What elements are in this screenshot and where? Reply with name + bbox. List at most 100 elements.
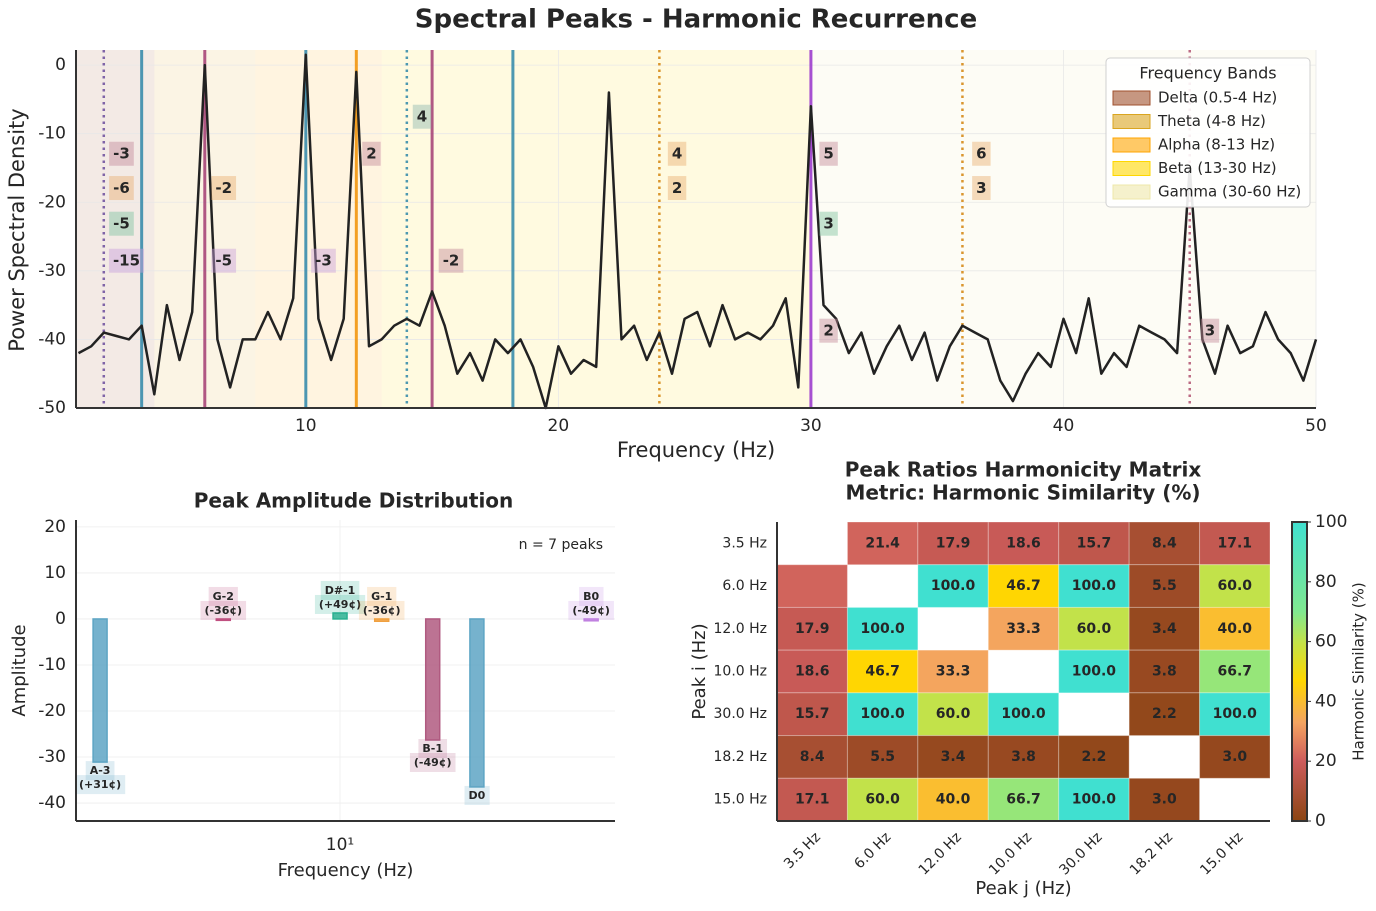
colorbar-tick-label: 100 (1315, 512, 1347, 532)
cents-annotation: -3 (113, 145, 130, 163)
cents-annotation: 6 (976, 145, 986, 163)
y-tick-label: 0 (55, 55, 66, 75)
cell-label: 5.5 (870, 749, 895, 765)
cell-label: 40.0 (936, 792, 971, 808)
x-tick-label: 10 (295, 416, 317, 436)
y-tick-label: 12.0 Hz (714, 621, 768, 637)
heatmap-cell (846, 777, 919, 822)
cell-label: 21.4 (865, 535, 900, 551)
heatmap-cell (1128, 521, 1201, 566)
subplot-title: Peak Amplitude Distribution (194, 489, 514, 513)
cell-label: 100.0 (931, 578, 976, 594)
note-label: (+49¢) (319, 598, 361, 611)
cell-label: 17.1 (1218, 535, 1253, 551)
note-label: B0 (583, 590, 599, 603)
cents-annotation-box (109, 141, 134, 166)
note-label: (-36¢) (204, 604, 242, 617)
cell-label: 60.0 (1218, 578, 1253, 594)
cell-label: 8.4 (1152, 535, 1177, 551)
cents-annotation-box (211, 248, 237, 273)
heatmap-cell (776, 692, 848, 737)
y-tick-label: -10 (38, 124, 66, 144)
x-tick-label: 30.0 Hz (1056, 829, 1105, 878)
cell-label: 33.3 (936, 664, 971, 680)
legend-swatch (1112, 161, 1151, 176)
colorbar-tick-label: 20 (1315, 751, 1337, 771)
colorbar-tick-label: 40 (1315, 691, 1337, 711)
heatmap-cell (846, 735, 919, 779)
x-axis-label: Peak j (Hz) (975, 878, 1071, 899)
y-tick-label: 15.0 Hz (714, 792, 768, 808)
cell-label: 60.0 (865, 792, 900, 808)
colorbar-tick-label: 80 (1315, 572, 1337, 592)
cents-annotation-box (438, 248, 464, 273)
cents-annotation: 3 (1205, 322, 1215, 340)
colorbar (1291, 521, 1308, 822)
cents-annotation-box (1200, 318, 1220, 343)
cents-annotation: 4 (672, 145, 682, 163)
cents-annotation: 3 (823, 215, 833, 233)
heatmap-cell (1058, 777, 1130, 822)
cell-label: 66.7 (1006, 792, 1041, 808)
legend-label: Delta (0.5-4 Hz) (1158, 89, 1277, 107)
heatmap-cell (987, 564, 1060, 608)
y-axis-label: Peak i (Hz) (689, 623, 710, 719)
legend-box (1105, 57, 1311, 208)
heatmap-cell (846, 521, 919, 566)
cell-label: 3.4 (941, 749, 966, 765)
heatmap-cell (917, 564, 989, 608)
note-label-box (85, 761, 115, 781)
cents-annotation: -5 (215, 252, 232, 270)
cell-label: 100.0 (1213, 706, 1258, 722)
cell-label: 100.0 (1001, 706, 1046, 722)
x-tick-label: 18.2 Hz (1127, 829, 1176, 878)
heatmap-cell (917, 692, 989, 737)
note-label-box (409, 752, 456, 772)
cents-annotation-box (819, 318, 838, 343)
bar (469, 618, 485, 788)
cents-annotation-box (108, 248, 145, 273)
cents-annotation: -2 (215, 179, 232, 197)
bar (215, 618, 232, 622)
heatmap-cell (987, 521, 1060, 566)
legend-label: Alpha (8-13 Hz) (1158, 136, 1275, 154)
heatmap-cell (987, 735, 1060, 779)
bar (373, 618, 390, 623)
y-tick-label: -40 (38, 793, 66, 813)
y-tick-label: -20 (38, 701, 66, 721)
x-tick-label: 50 (1305, 416, 1327, 436)
cell-label: 3.4 (1152, 621, 1177, 637)
cell-label: 17.9 (936, 535, 971, 551)
y-tick-label: -30 (38, 747, 66, 767)
cents-annotation: 2 (366, 145, 376, 163)
subplot-title: Metric: Harmonic Similarity (%) (845, 481, 1200, 505)
heatmap-cell (1058, 521, 1130, 566)
note-label: G-2 (213, 590, 234, 603)
y-tick-label: 20 (44, 517, 66, 537)
x-tick-label: 40 (1053, 416, 1075, 436)
cents-annotation: -3 (315, 252, 332, 270)
cell-label: 15.7 (795, 706, 830, 722)
heatmap-cell (917, 649, 989, 694)
bar (583, 618, 599, 622)
cents-annotation: -15 (113, 252, 140, 270)
note-label-box (320, 580, 360, 600)
cell-label: 17.1 (795, 792, 830, 808)
note-label-box (418, 738, 448, 758)
cents-annotation-box (311, 248, 336, 273)
cell-label: 100.0 (1072, 578, 1117, 594)
note-label: (-36¢) (363, 604, 401, 617)
heatmap-cell (1199, 735, 1271, 779)
bar (332, 612, 348, 620)
y-axis-label: Amplitude (9, 624, 30, 716)
x-axis-label: Frequency (Hz) (617, 438, 775, 462)
cell-label: 5.5 (1152, 578, 1177, 594)
cell-label: 60.0 (936, 706, 971, 722)
cell-label: 18.6 (1006, 535, 1041, 551)
legend-swatch (1112, 90, 1151, 106)
cents-annotation-box (667, 141, 687, 166)
cell-label: 15.7 (1077, 535, 1112, 551)
heatmap-cell (776, 564, 848, 608)
note-label-box (314, 594, 366, 614)
